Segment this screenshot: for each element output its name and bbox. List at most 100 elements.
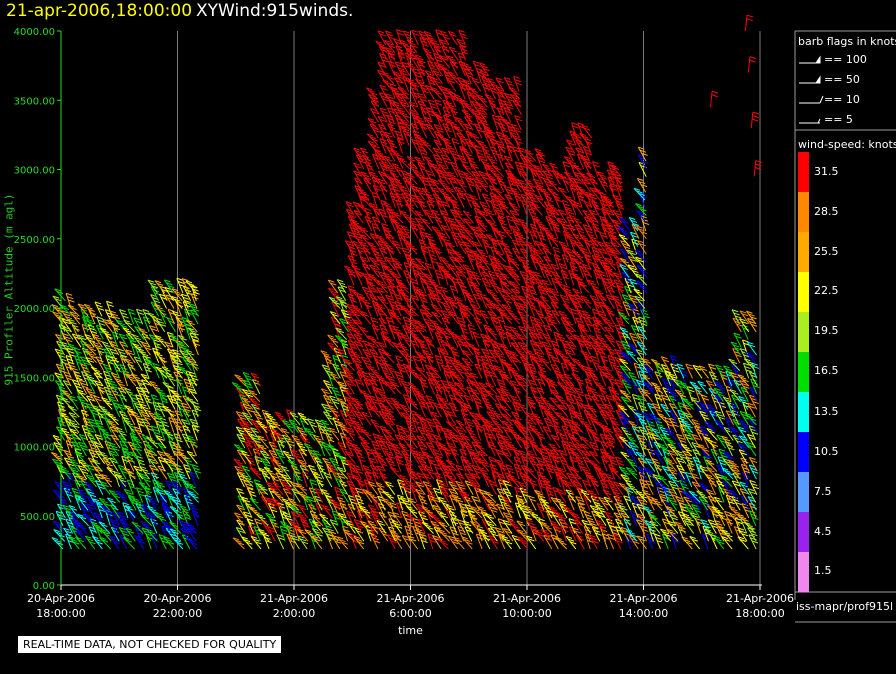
barb-staff [87,457,98,472]
barb-flag [63,527,70,531]
barb-staff [109,457,119,472]
barb-flag [54,481,62,485]
barb-flag [60,341,68,345]
wind-barb [153,350,166,364]
barb-staff [104,333,114,348]
barb-flag [77,474,84,478]
barb-flag [61,389,68,393]
barb-flag [106,463,113,467]
wind-barb [192,339,201,356]
wind-barb [149,380,161,395]
wind-barb [77,496,89,511]
barb-flag [65,433,72,437]
wind-barb [231,382,244,395]
barb-flag [67,296,74,300]
barb-flag [51,452,58,455]
wind-barb [312,520,324,534]
barb-flag [88,476,95,480]
barb-flag [94,441,101,445]
barb-flag [63,313,71,317]
wind-barb [69,428,82,441]
wind-barb [351,357,363,371]
barb-flag [106,354,114,358]
barb-staff [109,442,120,457]
wind-barb [131,442,143,457]
barb-flag [88,352,95,356]
barb-flag [78,465,85,469]
barb-staff [80,308,88,325]
barb-flag [73,541,80,545]
barb-flag [53,489,60,493]
barb-staff [80,402,88,418]
barb-staff [108,450,119,464]
barb-staff [67,343,80,356]
wind-barb [88,448,99,464]
barb-staff [113,471,120,488]
barb-flag [101,407,108,411]
barb-flag [84,431,91,435]
wind-barb [96,502,106,519]
barb-flag [96,383,103,387]
barb-flag [75,521,83,525]
wind-barb [86,318,98,333]
barb-flag [75,385,82,389]
barb-flag [77,395,84,399]
wind-barb [69,364,80,379]
wind-barb [108,489,121,503]
barb-flag [72,379,79,383]
barb-staff [87,418,97,433]
barb-flag [103,476,110,480]
barb-flag [96,468,103,472]
barb-flag [87,418,95,422]
barb-flag [94,538,101,542]
barb-flag [85,350,93,354]
barb-staff [65,511,74,526]
barb-flag [69,311,76,315]
barb-flag [85,356,93,360]
barb-staff [323,472,333,488]
barb-flag [84,303,91,307]
wind-barb [87,496,98,511]
barb-flag [57,336,64,340]
barb-flag [65,486,73,490]
barb-flag [96,437,103,440]
barb-flag [94,344,101,348]
barb-flag [71,414,78,418]
barb-flag [63,321,71,325]
wind-barb [106,497,118,511]
barb-staff [192,340,199,356]
barb-flag [79,444,87,448]
barb-flag [109,500,116,504]
barb-staff [356,293,363,309]
barb-staff [70,433,80,449]
barb-flag [95,500,102,504]
barb-flag [61,318,69,322]
barb-flag [92,536,99,539]
barb-staff [85,403,96,418]
barb-flag [54,539,61,543]
wind-barb [61,389,74,402]
wind-barb [312,535,323,550]
barb-staff [63,487,72,503]
barb-staff [73,347,82,364]
wind-barb [84,333,96,348]
barb-staff [309,479,316,495]
barb-flag [87,376,95,380]
barb-staff [54,288,66,302]
barb-staff [80,409,88,426]
wind-barb [260,519,272,534]
wind-barb [109,457,119,472]
barb-flag [81,494,88,498]
barb-flag [69,458,76,462]
wind-barb [369,171,381,185]
barb-flag [54,461,61,465]
barb-flag [60,427,67,431]
barb-flag [56,291,64,294]
barb-staff [69,428,82,441]
barb-flag [68,478,75,482]
barb-flag [71,422,78,426]
barb-staff [85,427,96,441]
barb-staff [71,324,80,340]
barb-staff [244,441,253,457]
barb-flag [92,412,99,416]
